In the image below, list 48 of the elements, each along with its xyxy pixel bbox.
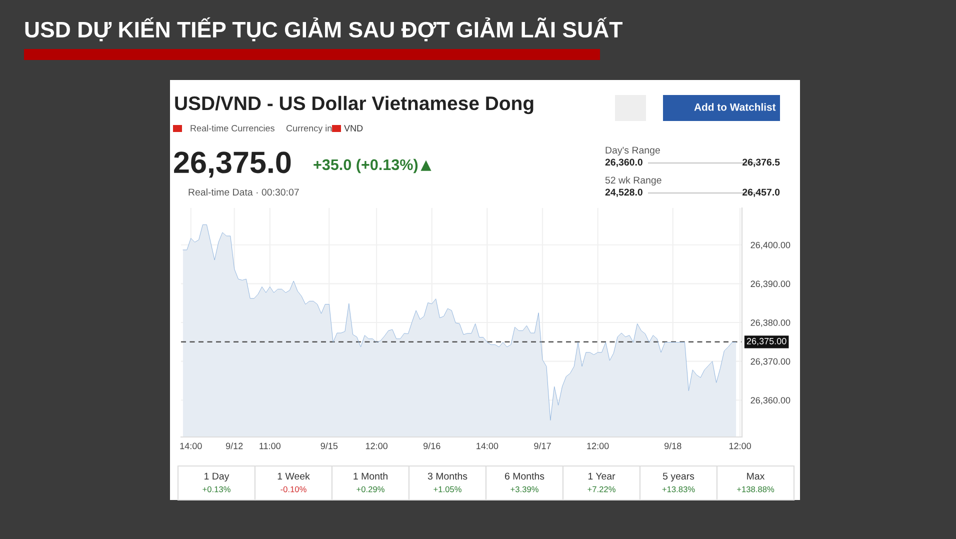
- text: -0.10%: [280, 486, 306, 492]
- text: 26,360.0: [605, 158, 642, 168]
- text: Real-time Data · 00:30:07: [188, 188, 299, 196]
- text: 1 Year: [588, 472, 616, 480]
- y-tick-label: 26,380.00: [750, 319, 790, 327]
- x-tick-label: 12:00: [366, 442, 388, 450]
- text: +0.13%: [202, 486, 230, 492]
- x-tick-label: 9/16: [424, 442, 440, 450]
- text: VND: [344, 125, 363, 132]
- x-tick-label: 14:00: [180, 442, 202, 450]
- text: +1.05%: [434, 486, 462, 492]
- ref-line-label: 26,375.00: [746, 338, 786, 346]
- text: 26,375.0: [174, 152, 291, 178]
- y-tick-label: 26,400.00: [750, 242, 790, 250]
- x-tick-label: 9/18: [664, 442, 682, 450]
- text: Real-time Currencies: [190, 124, 274, 132]
- x-tick-label: 12:00: [729, 442, 751, 450]
- x-tick-label: 9/15: [320, 442, 338, 450]
- text: +0.29%: [356, 486, 384, 492]
- text: 5 years: [662, 472, 694, 482]
- text: 52 wk Range: [605, 176, 662, 186]
- text: +138.88%: [737, 486, 774, 492]
- chart-subtitle: USD/VND - US Dollar Vietnamese Dong: [175, 96, 534, 114]
- text: 24,528.0: [605, 188, 642, 198]
- text: 6 Months: [505, 472, 544, 480]
- x-tick-label: 14:00: [476, 442, 498, 450]
- x-tick-label: 12:00: [587, 442, 609, 450]
- text: 26,376.5: [742, 158, 780, 168]
- chart-title: USD DỰ KIẾN TIẾP TỤC GIẢM SAU ĐỢT GIẢM LÃI SUẤT: [25, 17, 622, 42]
- text: Add to Watchlist: [694, 103, 776, 111]
- x-tick-label: 9/12: [226, 442, 243, 450]
- y-tick-label: 26,360.00: [750, 397, 790, 405]
- text: 1 Week: [278, 472, 310, 480]
- text: +7.22%: [588, 486, 616, 492]
- text: 3 Months: [428, 472, 468, 480]
- text: 26,457.0: [742, 188, 780, 198]
- y-tick-label: 26,390.00: [750, 280, 790, 288]
- x-tick-label: 9/17: [534, 442, 551, 450]
- text: +13.83%: [662, 486, 695, 492]
- text: +3.39%: [510, 486, 538, 492]
- y-tick-label: 26,370.00: [750, 358, 790, 366]
- text: Max: [747, 472, 765, 480]
- text: Day's Range: [606, 146, 660, 156]
- text: +35.0 (+0.13%): [314, 158, 418, 174]
- text: 1 Day: [204, 472, 230, 482]
- x-tick-label: 11:00: [260, 442, 280, 450]
- text: 1 Month: [354, 472, 388, 480]
- text: Currency in: [286, 124, 332, 134]
